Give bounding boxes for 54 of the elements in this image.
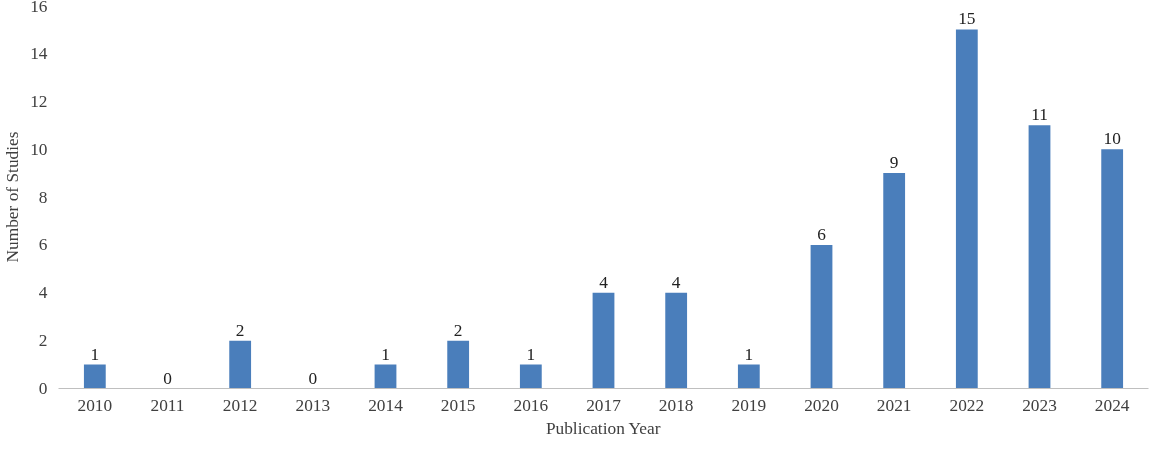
data-label: 4: [671, 272, 681, 292]
data-label: 0: [163, 368, 172, 388]
y-axis-title: Number of Studies: [3, 131, 23, 263]
x-tick-label: 2020: [804, 395, 839, 415]
y-tick-label: 14: [30, 43, 48, 63]
data-label: 11: [1031, 105, 1048, 125]
data-label: 1: [381, 344, 390, 364]
bar: [229, 340, 252, 389]
bar: [519, 364, 542, 389]
y-tick-label: 4: [38, 283, 48, 303]
x-tick-label: 2021: [876, 395, 912, 415]
bar: [955, 29, 978, 389]
bar: [737, 364, 760, 389]
y-tick-label: 8: [38, 187, 48, 207]
bar: [810, 244, 833, 389]
x-tick-label: 2023: [1022, 395, 1057, 415]
x-tick-label: 2014: [368, 395, 404, 415]
data-label: 1: [90, 344, 100, 364]
data-label: 1: [744, 344, 754, 364]
data-label: 0: [308, 368, 318, 388]
x-tick-label: 2010: [77, 395, 113, 415]
data-label: 9: [889, 153, 899, 173]
x-tick-label: 2011: [150, 395, 185, 415]
bar: [1101, 149, 1124, 389]
x-tick-label: 2015: [440, 395, 476, 415]
bar: [83, 364, 106, 389]
bar: [592, 292, 615, 389]
data-label: 6: [817, 224, 827, 244]
y-tick-label: 2: [38, 331, 48, 351]
y-tick-label: 0: [38, 379, 48, 398]
x-tick-label: 2012: [222, 395, 258, 415]
x-tick-label: 2013: [295, 395, 331, 415]
x-tick-label: 2016: [513, 395, 549, 415]
bar: [374, 364, 397, 389]
y-tick-label: 12: [30, 91, 48, 111]
x-tick-label: 2024: [1094, 395, 1130, 415]
data-label: 1: [526, 344, 536, 364]
y-tick-label: 16: [30, 0, 48, 16]
x-tick-label: 2017: [586, 395, 622, 415]
data-label: 2: [235, 320, 245, 340]
data-label: 15: [958, 9, 976, 29]
bar: [447, 340, 470, 389]
x-axis-title: Publication Year: [545, 418, 661, 438]
bar: [1028, 125, 1051, 389]
x-tick-label: 2018: [658, 395, 694, 415]
y-tick-label: 10: [30, 139, 48, 159]
data-label: 4: [599, 272, 609, 292]
data-label: 2: [453, 320, 463, 340]
y-tick-label: 6: [38, 235, 48, 255]
bar: [665, 292, 688, 389]
x-tick-label: 2019: [731, 395, 767, 415]
x-tick-label: 2022: [949, 395, 985, 415]
bar: [883, 173, 906, 389]
data-label: 10: [1103, 129, 1121, 149]
